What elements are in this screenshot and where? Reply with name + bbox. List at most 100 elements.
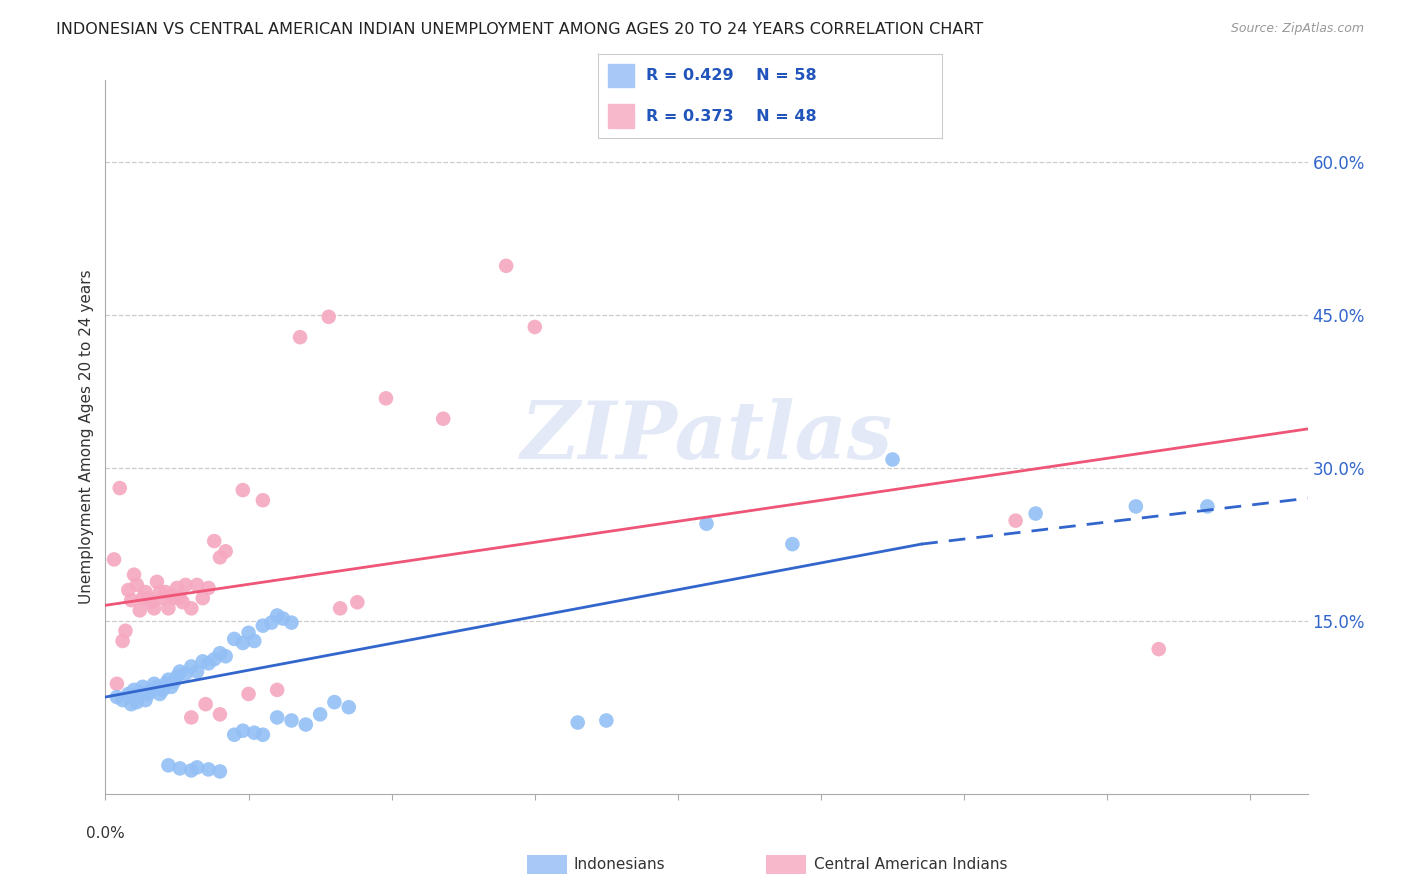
- Point: [214, 649, 236, 664]
- Point: [882, 452, 904, 467]
- Point: [696, 516, 718, 531]
- Point: [117, 687, 139, 701]
- Point: [191, 591, 214, 606]
- Point: [180, 659, 202, 673]
- Point: [224, 728, 246, 742]
- Point: [128, 603, 150, 617]
- Point: [194, 697, 217, 711]
- Point: [567, 715, 589, 730]
- Point: [186, 665, 208, 679]
- Point: [155, 585, 177, 599]
- Point: [157, 758, 180, 772]
- Point: [288, 330, 311, 344]
- Point: [169, 591, 191, 606]
- Point: [105, 677, 128, 691]
- Point: [1125, 500, 1147, 514]
- Point: [135, 585, 157, 599]
- Text: 0.0%: 0.0%: [86, 826, 125, 841]
- Point: [149, 687, 172, 701]
- Point: [266, 682, 288, 697]
- Point: [180, 710, 202, 724]
- Point: [197, 763, 219, 777]
- Bar: [607, 104, 634, 128]
- Point: [295, 717, 318, 731]
- Point: [125, 578, 148, 592]
- Point: [152, 682, 174, 697]
- Text: INDONESIAN VS CENTRAL AMERICAN INDIAN UNEMPLOYMENT AMONG AGES 20 TO 24 YEARS COR: INDONESIAN VS CENTRAL AMERICAN INDIAN UN…: [56, 22, 983, 37]
- Point: [191, 654, 214, 668]
- Text: R = 0.429    N = 58: R = 0.429 N = 58: [645, 68, 817, 83]
- Point: [141, 682, 163, 697]
- Point: [232, 636, 254, 650]
- Point: [143, 677, 166, 691]
- Point: [105, 690, 128, 704]
- Point: [108, 481, 131, 495]
- Point: [141, 595, 163, 609]
- Point: [266, 608, 288, 623]
- Text: Indonesians: Indonesians: [574, 857, 665, 871]
- Point: [271, 611, 294, 625]
- Point: [197, 581, 219, 595]
- Text: ZIPatlas: ZIPatlas: [520, 399, 893, 475]
- Point: [157, 601, 180, 615]
- Point: [243, 725, 266, 739]
- Point: [186, 578, 208, 592]
- Point: [152, 591, 174, 606]
- Point: [1147, 642, 1170, 657]
- Point: [208, 764, 231, 779]
- Point: [329, 601, 352, 615]
- Point: [1025, 507, 1047, 521]
- Point: [252, 493, 274, 508]
- Point: [172, 595, 194, 609]
- Point: [1197, 500, 1219, 514]
- Point: [146, 680, 169, 694]
- Point: [166, 581, 188, 595]
- Text: Source: ZipAtlas.com: Source: ZipAtlas.com: [1230, 22, 1364, 36]
- Point: [186, 760, 208, 774]
- Y-axis label: Unemployment Among Ages 20 to 24 years: Unemployment Among Ages 20 to 24 years: [79, 269, 94, 605]
- Point: [280, 714, 302, 728]
- Point: [323, 695, 346, 709]
- Point: [117, 582, 139, 597]
- Point: [143, 601, 166, 615]
- Point: [135, 693, 157, 707]
- Point: [337, 700, 360, 714]
- Point: [120, 593, 142, 607]
- Point: [1004, 514, 1026, 528]
- Point: [238, 625, 260, 640]
- Point: [318, 310, 340, 324]
- Point: [432, 411, 454, 425]
- Point: [232, 483, 254, 497]
- Point: [157, 673, 180, 687]
- Point: [114, 624, 136, 638]
- Point: [782, 537, 804, 551]
- Point: [169, 761, 191, 775]
- Point: [146, 574, 169, 589]
- Bar: [607, 63, 634, 87]
- Point: [266, 710, 288, 724]
- Point: [160, 680, 183, 694]
- Point: [252, 728, 274, 742]
- Point: [163, 674, 186, 689]
- Point: [111, 693, 134, 707]
- Point: [208, 707, 231, 722]
- Point: [238, 687, 260, 701]
- Point: [214, 544, 236, 558]
- Point: [595, 714, 617, 728]
- Point: [125, 695, 148, 709]
- Point: [243, 634, 266, 648]
- Point: [224, 632, 246, 646]
- Point: [174, 666, 197, 681]
- Point: [202, 652, 225, 666]
- Point: [260, 615, 283, 630]
- Point: [208, 550, 231, 565]
- Point: [103, 552, 125, 566]
- Point: [523, 320, 546, 334]
- Text: Central American Indians: Central American Indians: [814, 857, 1008, 871]
- Point: [131, 680, 153, 694]
- Point: [122, 682, 145, 697]
- Point: [128, 685, 150, 699]
- Point: [495, 259, 517, 273]
- Point: [374, 392, 398, 406]
- Text: R = 0.373    N = 48: R = 0.373 N = 48: [645, 109, 817, 124]
